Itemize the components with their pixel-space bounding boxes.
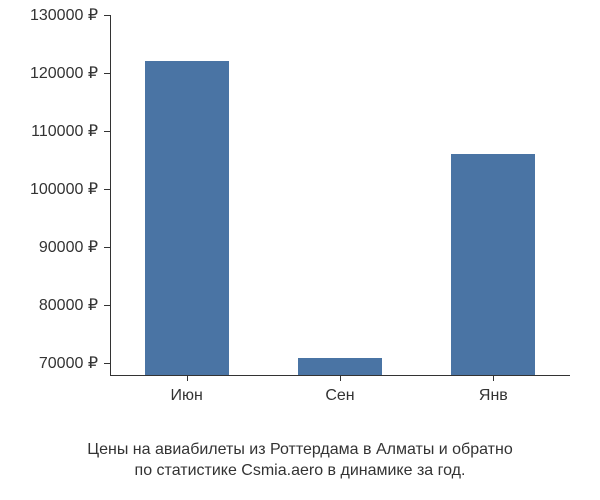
chart-caption: Цены на авиабилеты из Роттердама в Алмат… (0, 440, 600, 482)
bar (451, 154, 535, 375)
y-tick (104, 189, 110, 190)
bar (298, 358, 382, 375)
y-axis-label: 80000 ₽ (39, 295, 98, 315)
x-tick (493, 375, 494, 381)
x-tick (340, 375, 341, 381)
x-axis-label: Сен (325, 387, 354, 405)
x-tick (187, 375, 188, 381)
bar (145, 61, 229, 375)
y-axis-label: 100000 ₽ (30, 179, 98, 199)
plot-area (110, 15, 570, 375)
y-axis-label: 110000 ₽ (31, 121, 98, 141)
y-axis-label: 90000 ₽ (39, 237, 98, 257)
y-tick (104, 363, 110, 364)
y-tick (104, 131, 110, 132)
y-axis (110, 15, 111, 375)
y-tick (104, 73, 110, 74)
caption-line2: по статистике Csmia.aero в динамике за г… (135, 462, 466, 479)
y-tick (104, 15, 110, 16)
y-tick (104, 247, 110, 248)
bar-chart: 70000 ₽80000 ₽90000 ₽100000 ₽110000 ₽120… (110, 15, 570, 405)
x-axis-label: Июн (170, 387, 202, 405)
y-tick (104, 305, 110, 306)
y-axis-label: 120000 ₽ (30, 63, 98, 83)
y-axis-label: 70000 ₽ (39, 353, 98, 373)
caption-line1: Цены на авиабилеты из Роттердама в Алмат… (87, 441, 512, 458)
y-axis-label: 130000 ₽ (30, 5, 98, 25)
x-axis-label: Янв (479, 387, 508, 405)
